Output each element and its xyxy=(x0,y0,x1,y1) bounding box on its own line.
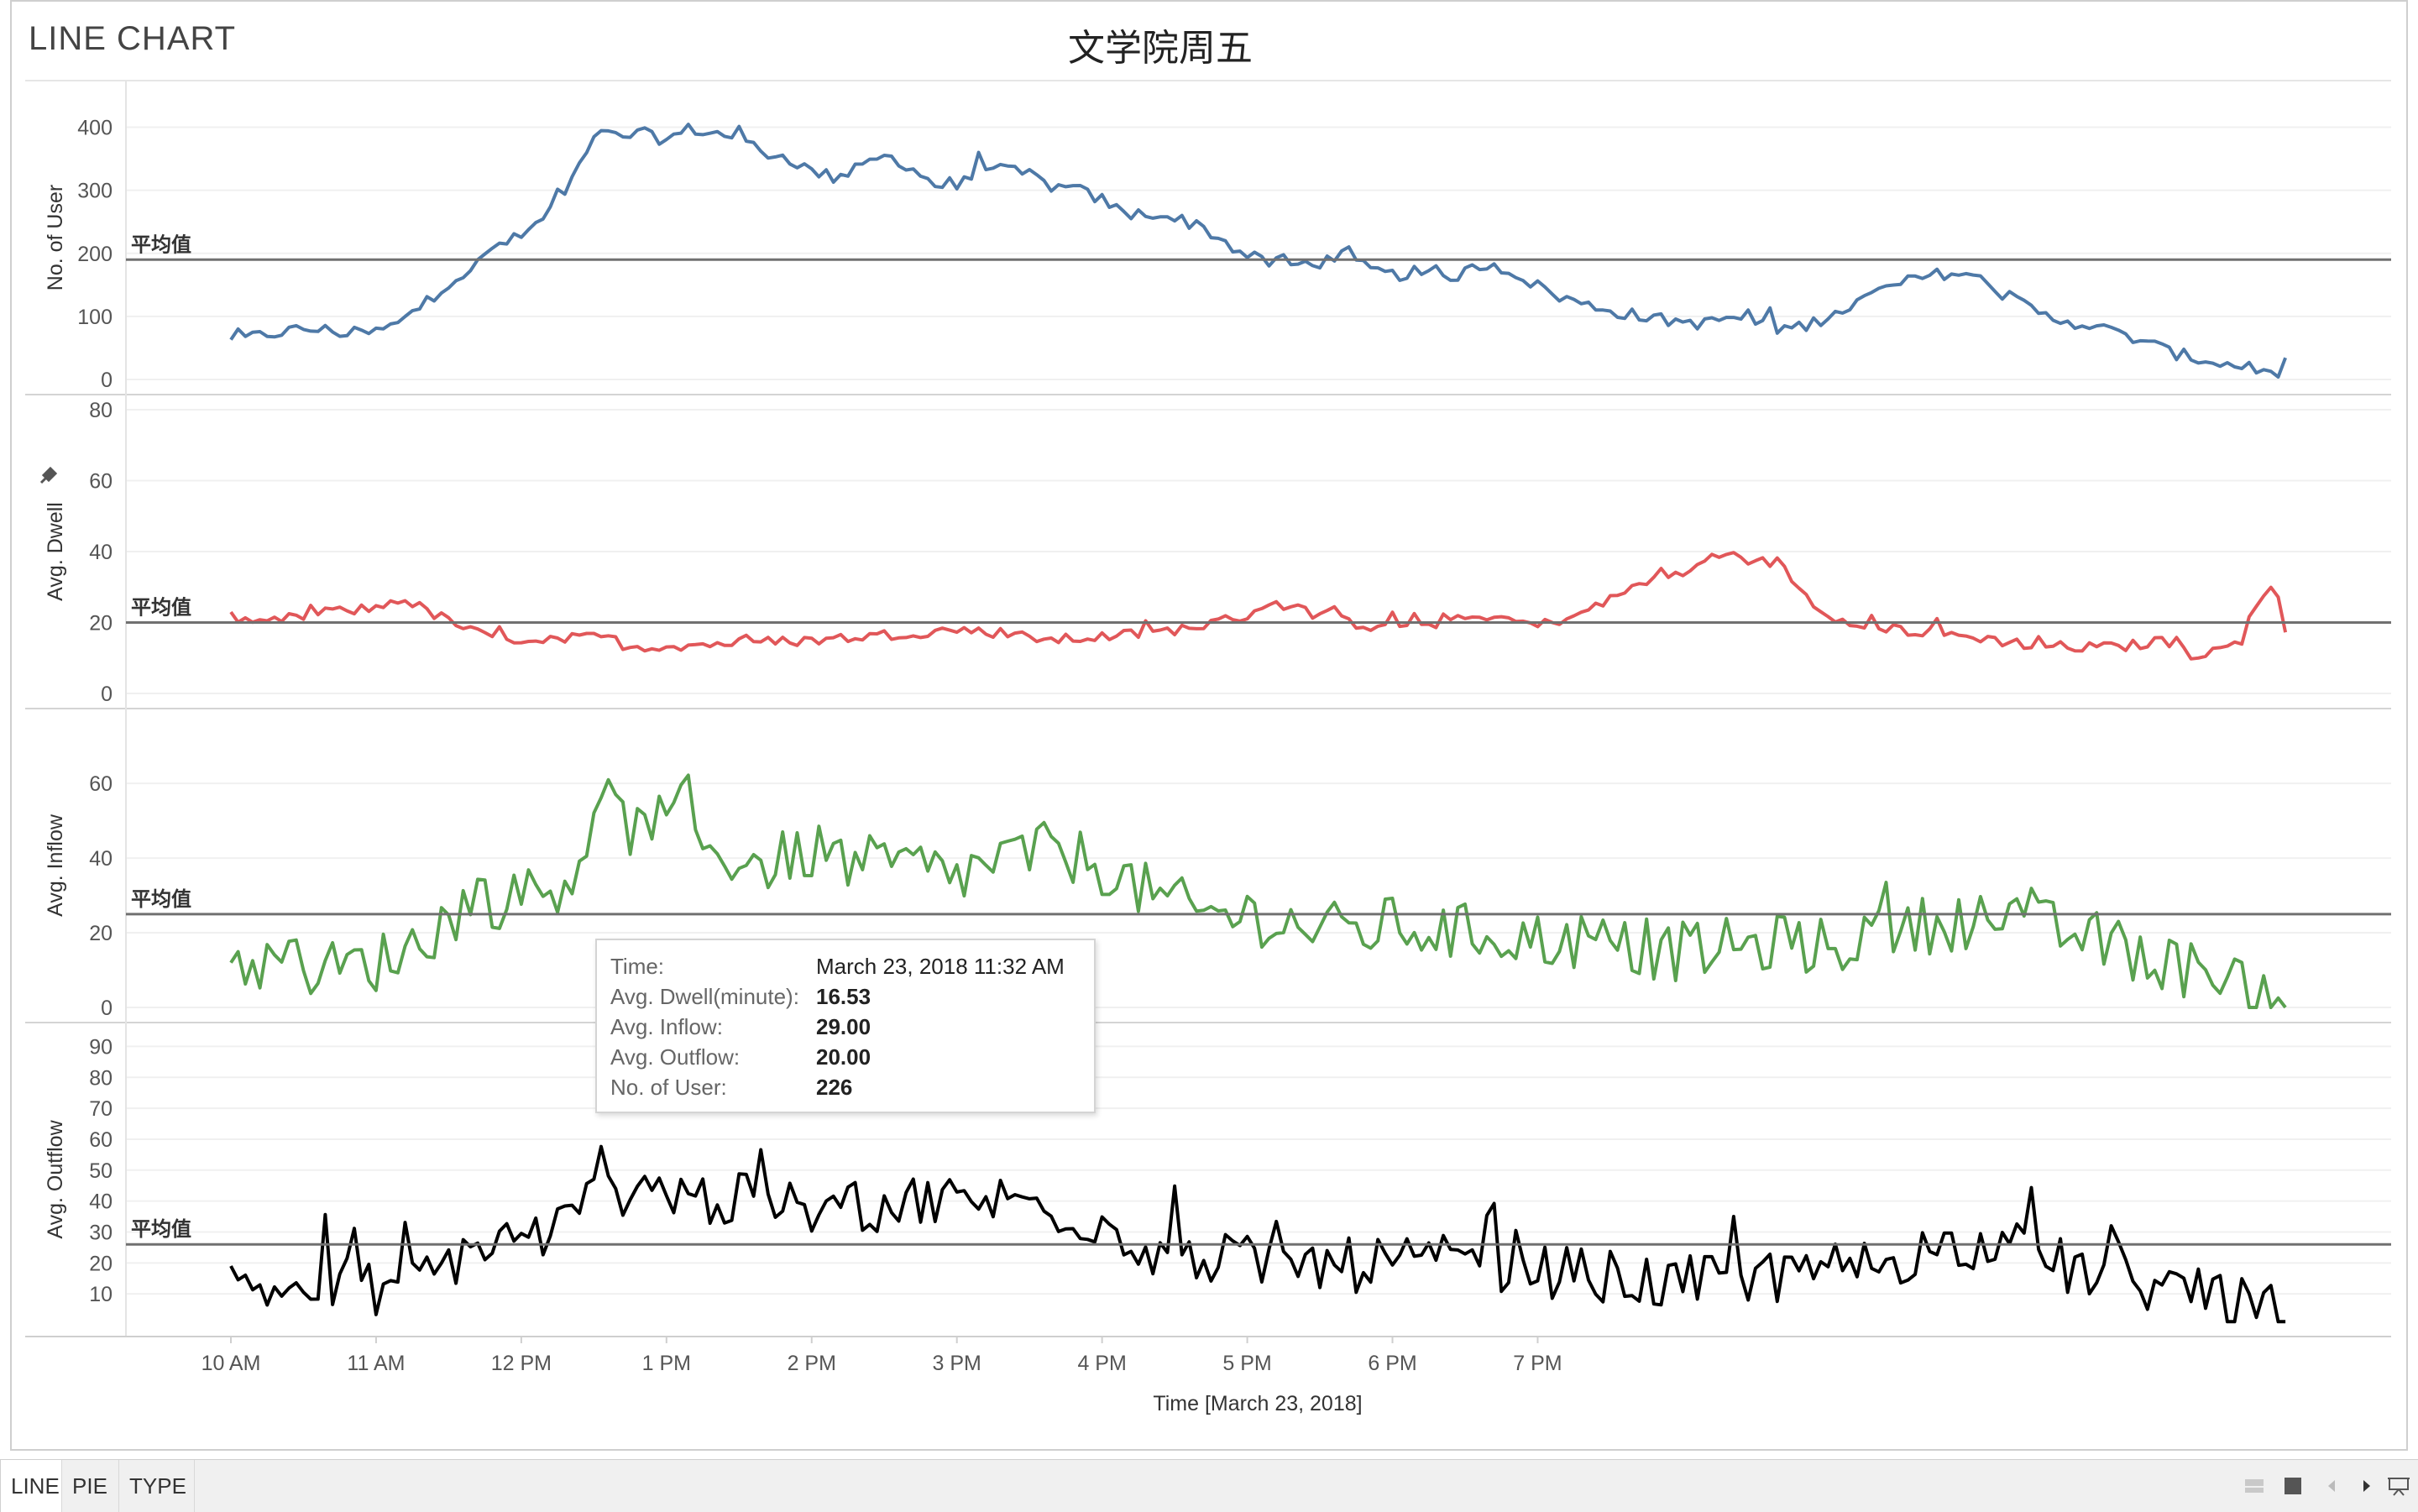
tooltip-label: No. of User: xyxy=(610,1075,727,1100)
y-tick-label: 90 xyxy=(89,1035,113,1059)
grid-view-icon[interactable] xyxy=(2243,1475,2265,1497)
sheet-tab-bar: LINE PIE TYPE xyxy=(0,1459,2418,1512)
series-line-avg-outflow xyxy=(229,1144,2286,1324)
x-tick-label: 4 PM xyxy=(1077,1352,1126,1375)
series-line-avg-inflow xyxy=(229,773,2287,1009)
reference-label: 平均值 xyxy=(131,233,191,256)
y-tick-label: 50 xyxy=(89,1159,113,1183)
next-icon[interactable] xyxy=(2356,1475,2378,1497)
y-tick-label: 80 xyxy=(89,399,113,422)
y-tick-label: 60 xyxy=(89,772,113,796)
y-tick-label: 20 xyxy=(89,1252,113,1275)
x-tick-label: 5 PM xyxy=(1222,1352,1271,1375)
tooltip: Time: March 23, 2018 11:32 AM Avg. Dwell(… xyxy=(595,939,1096,1113)
y-tick-label: 0 xyxy=(101,997,113,1020)
x-tick-label: 7 PM xyxy=(1513,1352,1562,1375)
tooltip-label: Avg. Outflow: xyxy=(610,1044,741,1070)
dashboard-frame xyxy=(10,0,2408,1451)
y-axis-label: No. of User xyxy=(44,185,67,290)
y-tick-label: 60 xyxy=(89,1128,113,1152)
tooltip-row-outflow: Avg. Outflow: 20.00 xyxy=(610,1043,871,1071)
reference-label: 平均值 xyxy=(131,1217,191,1241)
x-tick-label: 3 PM xyxy=(933,1352,981,1375)
tooltip-value: March 23, 2018 11:32 AM xyxy=(816,954,1065,979)
sheet-title: LINE CHART xyxy=(29,20,237,57)
x-tick-label: 6 PM xyxy=(1368,1352,1416,1375)
y-tick-label: 60 xyxy=(89,470,113,494)
tooltip-value: 226 xyxy=(816,1075,853,1100)
y-axis-label: Avg. Dwell xyxy=(44,502,67,601)
tooltip-row-time: Time: March 23, 2018 11:32 AM xyxy=(610,952,1065,981)
tooltip-row-inflow: Avg. Inflow: 29.00 xyxy=(610,1012,871,1041)
series-line-no-of-user xyxy=(229,123,2287,379)
y-tick-label: 0 xyxy=(101,683,113,706)
pin-icon[interactable] xyxy=(39,466,58,484)
y-tick-label: 80 xyxy=(89,1066,113,1090)
y-tick-label: 300 xyxy=(77,180,113,203)
y-tick-label: 40 xyxy=(89,1190,113,1214)
y-tick-label: 20 xyxy=(89,612,113,636)
x-tick-label: 2 PM xyxy=(788,1352,836,1375)
chart-title: 文学院周五 xyxy=(1068,28,1253,69)
reference-label: 平均值 xyxy=(131,596,191,620)
tooltip-label: Time: xyxy=(610,954,665,979)
reference-label: 平均值 xyxy=(131,887,191,911)
present-icon[interactable] xyxy=(2388,1475,2410,1497)
tooltip-value: 29.00 xyxy=(816,1014,871,1039)
tooltip-value: 16.53 xyxy=(816,984,871,1009)
x-tick-label: 10 AM xyxy=(202,1352,261,1375)
y-tick-label: 70 xyxy=(89,1097,113,1121)
x-tick-label: 1 PM xyxy=(642,1352,691,1375)
tooltip-row-users: No. of User: 226 xyxy=(610,1073,852,1101)
x-tick-label: 12 PM xyxy=(491,1352,552,1375)
y-tick-label: 200 xyxy=(77,243,113,266)
tab-line[interactable]: LINE xyxy=(0,1460,62,1512)
y-tick-label: 20 xyxy=(89,922,113,945)
tooltip-label: Avg. Dwell(minute): xyxy=(610,984,799,1009)
x-tick-label: 11 AM xyxy=(347,1352,405,1375)
x-axis-title: Time [March 23, 2018] xyxy=(1153,1392,1362,1415)
y-tick-label: 400 xyxy=(77,117,113,140)
tab-type[interactable]: TYPE xyxy=(119,1460,195,1512)
y-tick-label: 30 xyxy=(89,1221,113,1244)
y-axis-label: Avg. Inflow xyxy=(44,814,67,917)
series-line-avg-dwell xyxy=(229,551,2288,661)
y-axis-label: Avg. Outflow xyxy=(44,1119,67,1238)
y-tick-label: 100 xyxy=(77,306,113,329)
y-tick-label: 10 xyxy=(89,1283,113,1306)
y-tick-label: 0 xyxy=(101,369,113,392)
tooltip-value: 20.00 xyxy=(816,1044,871,1070)
single-view-icon[interactable] xyxy=(2282,1475,2304,1497)
previous-icon[interactable] xyxy=(2321,1475,2342,1497)
y-tick-label: 40 xyxy=(89,847,113,871)
tab-pie[interactable]: PIE xyxy=(62,1460,119,1512)
y-tick-label: 40 xyxy=(89,541,113,564)
tooltip-label: Avg. Inflow: xyxy=(610,1014,723,1039)
tooltip-row-dwell: Avg. Dwell(minute): 16.53 xyxy=(610,982,871,1011)
